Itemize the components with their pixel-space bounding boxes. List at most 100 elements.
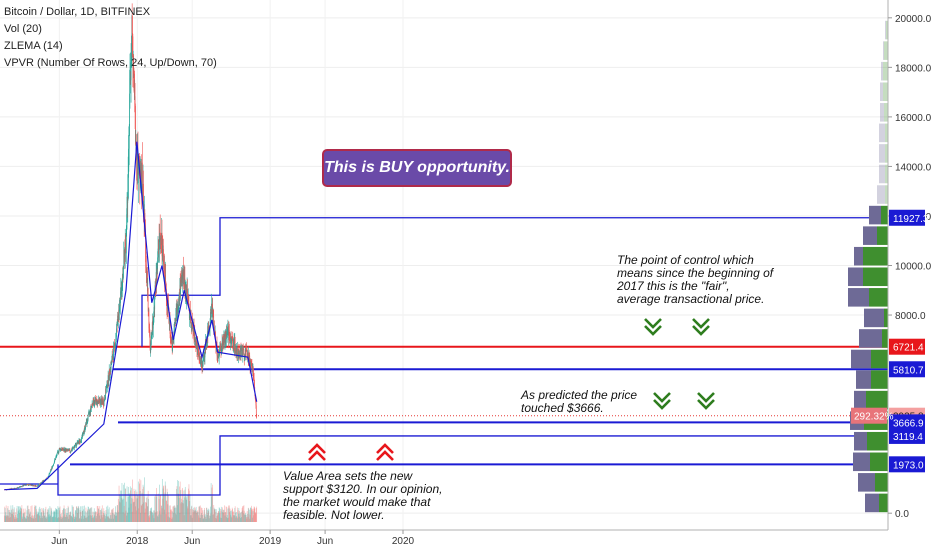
volume-bar [204, 514, 206, 522]
volume-bar [32, 515, 34, 522]
candle-body [51, 467, 53, 469]
candle-body [79, 440, 80, 443]
candle-body [238, 351, 240, 354]
volume-bar [116, 505, 118, 522]
x-axis[interactable]: Jun 2018 Jun 2019 Jun 2020 [0, 529, 888, 547]
candle-body [112, 356, 114, 360]
candle-body [245, 349, 247, 351]
vp-up-bar [884, 308, 888, 328]
vp-up-bar [867, 431, 888, 451]
volume-bar [57, 517, 59, 522]
volume-bar [196, 512, 198, 522]
candle-body [224, 338, 225, 343]
volume-bar [76, 506, 78, 522]
candle-body [75, 444, 77, 446]
volume-bar [139, 478, 141, 522]
volume-bar [149, 514, 151, 522]
candle-body [74, 446, 75, 448]
volume-bar [129, 495, 131, 522]
candle-body [103, 399, 105, 406]
candle-body [80, 441, 81, 443]
volume-bar [60, 518, 62, 522]
volume-bar [59, 506, 61, 522]
volume-bar [188, 488, 189, 522]
volume-bar [140, 480, 142, 522]
volume-bar [106, 506, 108, 522]
volume-bar [64, 514, 66, 522]
candle-body [208, 325, 210, 329]
volume-bar [17, 513, 18, 522]
candle-body [111, 358, 113, 364]
candle-body [228, 328, 229, 340]
chevron-down-icon [644, 325, 662, 336]
volume-bar [143, 502, 145, 522]
candle-body [29, 484, 31, 486]
volume-bar [226, 507, 228, 522]
legend: Bitcoin / Dollar, 1D, BITFINEX Vol (20) … [4, 4, 217, 72]
candle-body [61, 448, 63, 451]
candle-body [245, 348, 247, 351]
buy-callout[interactable]: This is BUY opportunity. [322, 149, 512, 187]
candle-body [36, 486, 38, 487]
volume-bar [194, 510, 195, 522]
candle-body [162, 249, 164, 253]
candle-body [182, 273, 184, 280]
volume-bar [140, 504, 142, 522]
volume-bar [111, 518, 113, 522]
candle-body [123, 250, 125, 256]
volume-bar [5, 515, 6, 522]
volume-bar [19, 507, 21, 522]
candle-body [246, 350, 248, 354]
volume-bar [212, 514, 214, 522]
volume-bar [32, 518, 33, 522]
legend-volume[interactable]: Vol (20) [4, 23, 42, 35]
volume-bar [98, 515, 100, 522]
candle-body [76, 442, 78, 445]
candle-body [210, 312, 212, 314]
volume-bar [77, 508, 79, 522]
candle-body [125, 227, 127, 254]
volume-bar [162, 488, 164, 522]
volume-bar [178, 497, 180, 522]
candle-body [29, 484, 30, 486]
candle-body [180, 279, 181, 294]
candle-body [14, 488, 15, 489]
candle-body [26, 484, 28, 485]
volume-bar [132, 498, 134, 522]
legend-vpvr[interactable]: VPVR (Number Of Rows, 24, Up/Down, 70) [4, 57, 217, 69]
candle-body [59, 448, 61, 451]
candle-body [65, 448, 66, 452]
volume-bar [214, 508, 215, 522]
volume-bar [73, 514, 75, 522]
chevron-down-icon [697, 392, 715, 403]
volume-bar [191, 517, 193, 522]
volume-bar [229, 508, 231, 522]
vp-up-bar [871, 370, 888, 389]
y-axis[interactable]: 20000.018000.016000.014000.012000.010000… [887, 0, 932, 530]
candle-body [162, 247, 164, 253]
volume-bar [137, 495, 139, 522]
candle-body [82, 433, 83, 437]
volume-bar [101, 508, 102, 522]
volume-bar [224, 505, 226, 522]
candle-body [223, 335, 225, 339]
candle-body [159, 238, 160, 250]
volume-bar [135, 498, 137, 522]
volume-bar [157, 493, 159, 522]
vp-down-bar [854, 390, 866, 410]
candle-body [4, 489, 5, 491]
legend-title[interactable]: Bitcoin / Dollar, 1D, BITFINEX [4, 6, 151, 18]
candle-body [109, 367, 111, 376]
volume-bar [181, 502, 183, 522]
candle-body [151, 335, 152, 340]
legend-zlema[interactable]: ZLEMA (14) [4, 40, 63, 52]
candle-body [81, 437, 82, 442]
volume-bar [230, 514, 232, 522]
candle-body [69, 451, 71, 453]
candle-body [177, 304, 179, 309]
candle-body [227, 328, 229, 330]
volume-bar [57, 506, 59, 522]
volume-bar [52, 516, 54, 522]
volume-bar [219, 513, 221, 522]
